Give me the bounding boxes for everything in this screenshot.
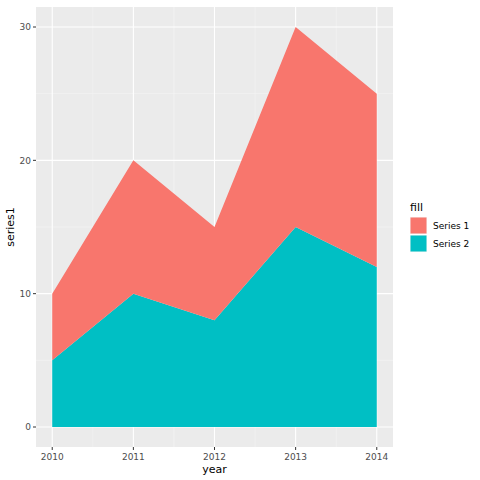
legend-key-bg xyxy=(410,217,427,234)
tick xyxy=(33,160,36,161)
tick xyxy=(33,427,36,428)
tick xyxy=(33,27,36,28)
panel xyxy=(36,7,393,447)
tick xyxy=(214,447,215,450)
legend-label: Series 2 xyxy=(433,239,469,249)
tick xyxy=(52,447,53,450)
legend-key xyxy=(411,236,427,252)
legend-key xyxy=(411,218,427,234)
legend-title: fill xyxy=(410,201,423,214)
tick xyxy=(295,447,296,450)
tick-label: 2013 xyxy=(284,452,307,462)
tick-label: 30 xyxy=(20,22,32,32)
tick-label: 10 xyxy=(20,289,32,299)
tick xyxy=(33,293,36,294)
legend-label: Series 1 xyxy=(433,221,469,231)
tick xyxy=(133,447,134,450)
area xyxy=(52,27,377,360)
areas xyxy=(52,27,377,427)
tick-label: 2011 xyxy=(122,452,145,462)
tick-label: 0 xyxy=(25,422,31,432)
legend: fill Series 1 Series 2 xyxy=(410,201,469,252)
tick-label: 20 xyxy=(20,156,32,166)
x-axis-title: year xyxy=(202,463,227,476)
legend-key-bg xyxy=(410,235,427,252)
tick-label: 2010 xyxy=(41,452,64,462)
tick-label: 2014 xyxy=(365,452,388,462)
y-axis-title: series1 xyxy=(4,207,17,247)
chart: 0 10 20 30 2010 2011 2012 2013 2014 year series1 fi… xyxy=(0,0,480,480)
tick-label: 2012 xyxy=(203,452,226,462)
tick xyxy=(376,447,377,450)
